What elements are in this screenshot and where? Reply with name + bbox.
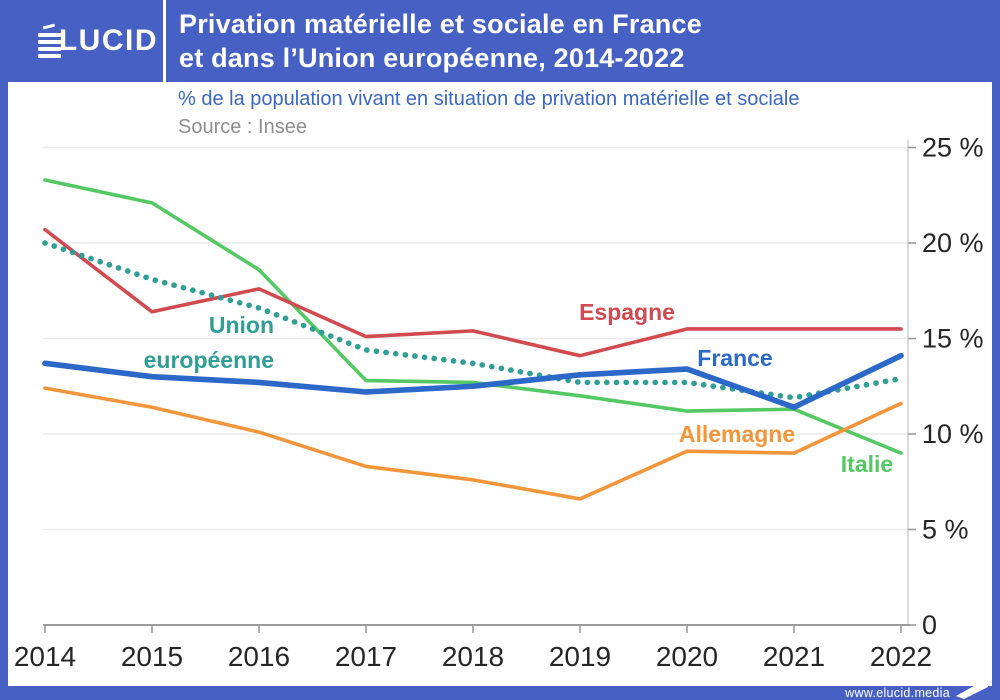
x-tick-label-2015: 2015 [121, 641, 183, 672]
x-tick-label-2014: 2014 [14, 641, 76, 672]
y-tick-label-15: 15 % [922, 324, 984, 354]
series-line-france [42, 352, 904, 411]
chart-title: Privation matérielle et sociale en Franc… [179, 0, 702, 82]
y-tick-label-5: 5 % [922, 515, 969, 545]
chart-subtitle: % de la population vivant en situation d… [178, 88, 800, 110]
x-tick-label-2020: 2020 [656, 641, 718, 672]
x-tick-label-2018: 2018 [442, 641, 504, 672]
elucid-flag-icon [956, 678, 988, 699]
frame-left-border [0, 82, 8, 700]
y-tick-label-25: 25 % [922, 133, 984, 163]
x-tick-label-2017: 2017 [335, 641, 397, 672]
series-line-union-europ-enne [42, 240, 904, 401]
series-label-espagne: Espagne [579, 299, 675, 325]
header-divider [163, 0, 166, 82]
line-chart: 0 5 % 10 % 15 % 20 % 25 % 2014 2015 2016 2017 2018… [14, 133, 984, 673]
chart-title-line1: Privation matérielle et sociale en Franc… [179, 9, 702, 39]
x-tick-label-2022: 2022 [870, 641, 932, 672]
series-label-union-europ-enne-1: Union [209, 312, 274, 338]
elucid-logo: LUCID [38, 0, 158, 82]
series-label-france: France [697, 345, 772, 371]
series-line-italie [43, 178, 903, 455]
y-tick-label-0: 0 [922, 610, 937, 640]
footer-bar [0, 686, 1000, 700]
series-label-union-europ-enne-2: européenne [144, 347, 274, 373]
y-tick-label-20: 20 % [922, 228, 984, 258]
series-line-allemagne [43, 386, 903, 501]
header-banner: LUCID Privation matérielle et sociale en… [0, 0, 1000, 82]
chart-title-line2: et dans l’Union européenne, 2014-2022 [179, 43, 685, 73]
footer-url: www.elucid.media [845, 686, 950, 700]
x-tick-label-2016: 2016 [228, 641, 290, 672]
frame-right-border [992, 82, 1000, 700]
chart-source: Source : Insee [178, 116, 307, 138]
elucid-logo-e-icon [38, 23, 61, 58]
series-line-espagne [43, 227, 903, 358]
x-tick-label-2019: 2019 [549, 641, 611, 672]
elucid-logo-text: LUCID [58, 24, 158, 57]
series-label-italie: Italie [841, 451, 893, 477]
series-label-allemagne: Allemagne [679, 421, 795, 447]
x-tick-label-2021: 2021 [763, 641, 825, 672]
y-tick-label-10: 10 % [922, 419, 984, 449]
